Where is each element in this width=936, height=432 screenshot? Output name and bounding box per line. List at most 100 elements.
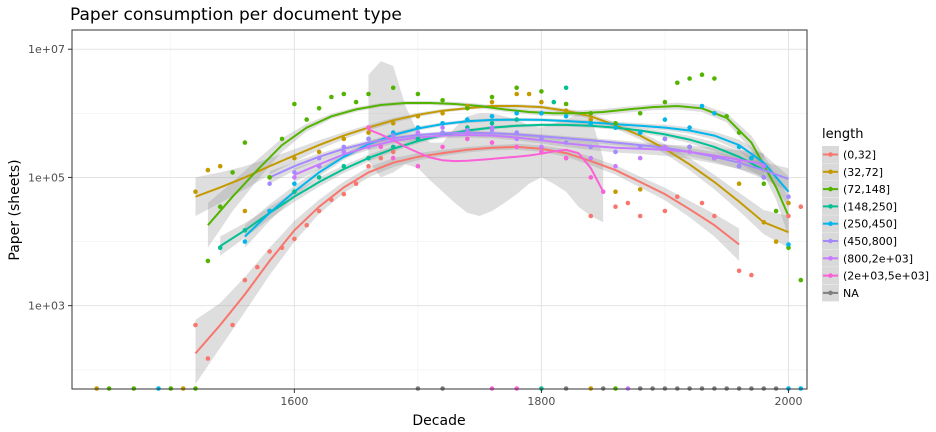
data-point — [415, 130, 421, 135]
data-point — [773, 208, 779, 214]
data-point — [588, 117, 594, 122]
data-point — [292, 170, 297, 175]
data-point — [613, 163, 618, 169]
legend-dot — [828, 238, 833, 244]
data-point — [687, 76, 692, 81]
data-point — [242, 228, 248, 233]
data-point — [798, 277, 804, 283]
data-point — [304, 117, 310, 122]
data-point — [712, 155, 717, 161]
data-point — [736, 158, 742, 164]
data-point — [242, 208, 248, 214]
x-axis-title: Decade — [412, 413, 465, 429]
data-point — [415, 125, 421, 130]
legend-dot — [828, 204, 833, 209]
data-point — [600, 189, 606, 194]
legend-label: (800,2e+03] — [843, 252, 913, 265]
smooth-line — [194, 145, 740, 355]
data-point — [514, 130, 519, 135]
chart-title: Paper consumption per document type — [70, 5, 402, 25]
data-point — [217, 245, 223, 251]
data-point — [687, 149, 692, 155]
data-point — [341, 163, 347, 169]
data-point — [662, 136, 668, 142]
data-point — [539, 111, 544, 116]
data-point — [242, 277, 248, 283]
data-point — [440, 130, 445, 135]
data-point — [749, 272, 754, 278]
data-point — [761, 220, 767, 225]
data-points — [94, 72, 804, 391]
data-point — [292, 175, 297, 180]
data-point — [440, 144, 445, 150]
data-point — [662, 117, 668, 122]
data-point — [588, 175, 594, 180]
data-point — [366, 130, 371, 135]
data-point — [526, 91, 532, 97]
plot-panel — [72, 30, 807, 389]
data-point — [292, 101, 297, 107]
legend-dot — [828, 169, 833, 175]
data-point — [440, 111, 445, 116]
data-point — [613, 189, 618, 194]
data-point — [341, 144, 347, 150]
data-point — [588, 213, 594, 219]
data-point — [786, 242, 791, 247]
data-point — [366, 163, 371, 169]
data-point — [613, 204, 618, 209]
data-point — [539, 99, 544, 105]
data-point — [366, 136, 371, 142]
data-point — [217, 163, 223, 169]
data-point — [390, 85, 396, 91]
data-point — [279, 245, 285, 251]
data-point — [736, 144, 742, 150]
data-point — [316, 208, 322, 214]
data-point — [613, 125, 618, 130]
data-point — [539, 144, 544, 150]
data-point — [341, 191, 347, 197]
data-point — [390, 144, 396, 150]
data-point — [539, 89, 544, 94]
data-point — [712, 76, 717, 81]
legend-dot — [828, 186, 833, 192]
data-point — [761, 181, 767, 186]
data-point — [292, 236, 297, 242]
data-point — [687, 144, 692, 150]
data-point — [390, 149, 396, 155]
data-point — [736, 268, 742, 274]
data-point — [637, 187, 643, 192]
data-point — [489, 125, 495, 130]
data-point — [773, 239, 779, 244]
data-point — [637, 111, 643, 116]
data-point — [279, 136, 285, 142]
data-point — [316, 149, 322, 155]
data-point — [292, 189, 297, 194]
data-point — [613, 121, 618, 126]
data-point — [254, 264, 260, 270]
data-point — [465, 106, 470, 111]
data-point — [588, 111, 594, 116]
smooth-lines — [194, 102, 790, 355]
data-point — [712, 111, 717, 116]
data-point — [489, 121, 495, 126]
data-point — [316, 106, 322, 111]
data-point — [551, 99, 557, 105]
data-point — [489, 94, 495, 100]
data-point — [786, 200, 791, 206]
smooth-line — [195, 105, 789, 234]
data-point — [637, 144, 643, 150]
data-point — [514, 117, 519, 122]
data-point — [230, 322, 235, 328]
data-point — [366, 91, 371, 97]
data-point — [637, 130, 643, 135]
data-point — [637, 213, 643, 219]
data-point — [687, 125, 692, 130]
data-point — [267, 208, 272, 214]
y-axis-title: Paper (sheets) — [7, 159, 23, 260]
data-point — [736, 181, 742, 186]
plot-border — [71, 29, 808, 390]
data-point — [514, 144, 519, 150]
data-point — [563, 101, 569, 107]
legend-dot — [828, 221, 833, 226]
